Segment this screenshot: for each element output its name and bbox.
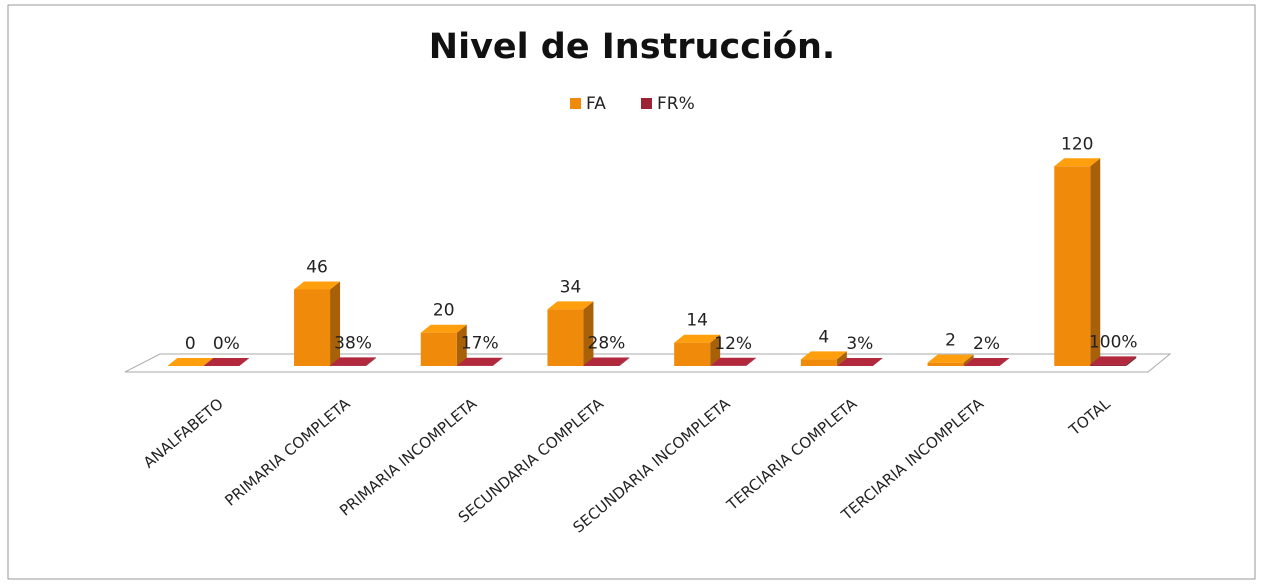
data-label: 17%: [461, 334, 499, 354]
bar-side: [330, 281, 341, 366]
legend-swatch: [641, 98, 652, 109]
bar-front: [330, 365, 367, 366]
bar: [963, 357, 1010, 366]
chart-title: Nivel de Instrucción.: [429, 27, 835, 67]
bar-top: [167, 358, 214, 366]
bar-side: [872, 357, 883, 366]
data-label: 0: [185, 334, 196, 354]
bar-top: [547, 301, 594, 310]
bar: [583, 357, 630, 366]
bar: [167, 358, 214, 366]
data-label: 38%: [334, 333, 372, 353]
bar-top: [456, 357, 503, 366]
bar-front: [547, 309, 584, 366]
data-label: 12%: [714, 334, 752, 354]
bar: [836, 357, 883, 366]
bar: [330, 357, 377, 366]
bar: [547, 301, 594, 366]
bar-side: [1126, 356, 1137, 366]
chart-frame: [7, 4, 1256, 580]
data-label: 46: [306, 257, 328, 277]
bar-top: [583, 357, 630, 366]
data-label: 3%: [846, 334, 873, 354]
data-label: 2%: [973, 334, 1000, 354]
bar-top: [203, 358, 250, 366]
bar: [420, 324, 467, 366]
bar: [927, 354, 974, 366]
bar-side: [746, 357, 757, 366]
bar: [1054, 158, 1101, 366]
bar-top: [963, 357, 1010, 366]
bar-top: [927, 354, 974, 363]
bar-top: [836, 357, 883, 366]
legend-label: FA: [586, 94, 606, 114]
bar-side: [583, 301, 594, 366]
data-label: 4: [818, 327, 829, 347]
bar: [674, 334, 721, 366]
bar-top: [710, 357, 757, 366]
bar-top: [420, 324, 467, 333]
bar-top: [1054, 158, 1101, 167]
bar-top: [330, 357, 377, 366]
bar-side: [492, 357, 503, 366]
data-label: 100%: [1089, 332, 1138, 352]
bar: [456, 357, 503, 366]
bar-front: [674, 342, 711, 366]
floor: [124, 353, 1172, 373]
bar: [710, 357, 757, 366]
bar-side: [836, 351, 847, 366]
data-label: 14: [686, 311, 708, 331]
bar-front: [1054, 166, 1091, 366]
legend-label: FR%: [657, 94, 695, 114]
bar-side: [710, 334, 721, 366]
data-label: 20: [433, 301, 455, 321]
bar-front: [800, 359, 837, 366]
bar-top: [800, 351, 847, 360]
bar-front: [927, 362, 964, 366]
bar-top: [1090, 356, 1137, 365]
bar-side: [963, 354, 974, 366]
bar-side: [619, 357, 630, 366]
bar: [1090, 356, 1137, 366]
bar-side: [999, 357, 1010, 366]
data-label: 28%: [588, 334, 626, 354]
bar-side: [456, 324, 467, 366]
bar-front: [1090, 364, 1127, 366]
bar-side: [366, 357, 377, 366]
bar-side: [1090, 158, 1101, 366]
data-label: 34: [560, 277, 582, 297]
data-label: 0%: [213, 334, 240, 354]
bar-front: [420, 332, 457, 366]
bar: [294, 281, 341, 366]
bar-top: [294, 281, 341, 290]
bar-front: [294, 289, 331, 366]
bar: [800, 351, 847, 366]
data-label: 2: [945, 331, 956, 351]
bar-top: [674, 334, 721, 343]
bar: [203, 358, 250, 366]
data-label: 120: [1061, 134, 1093, 154]
legend-swatch: [570, 98, 581, 109]
